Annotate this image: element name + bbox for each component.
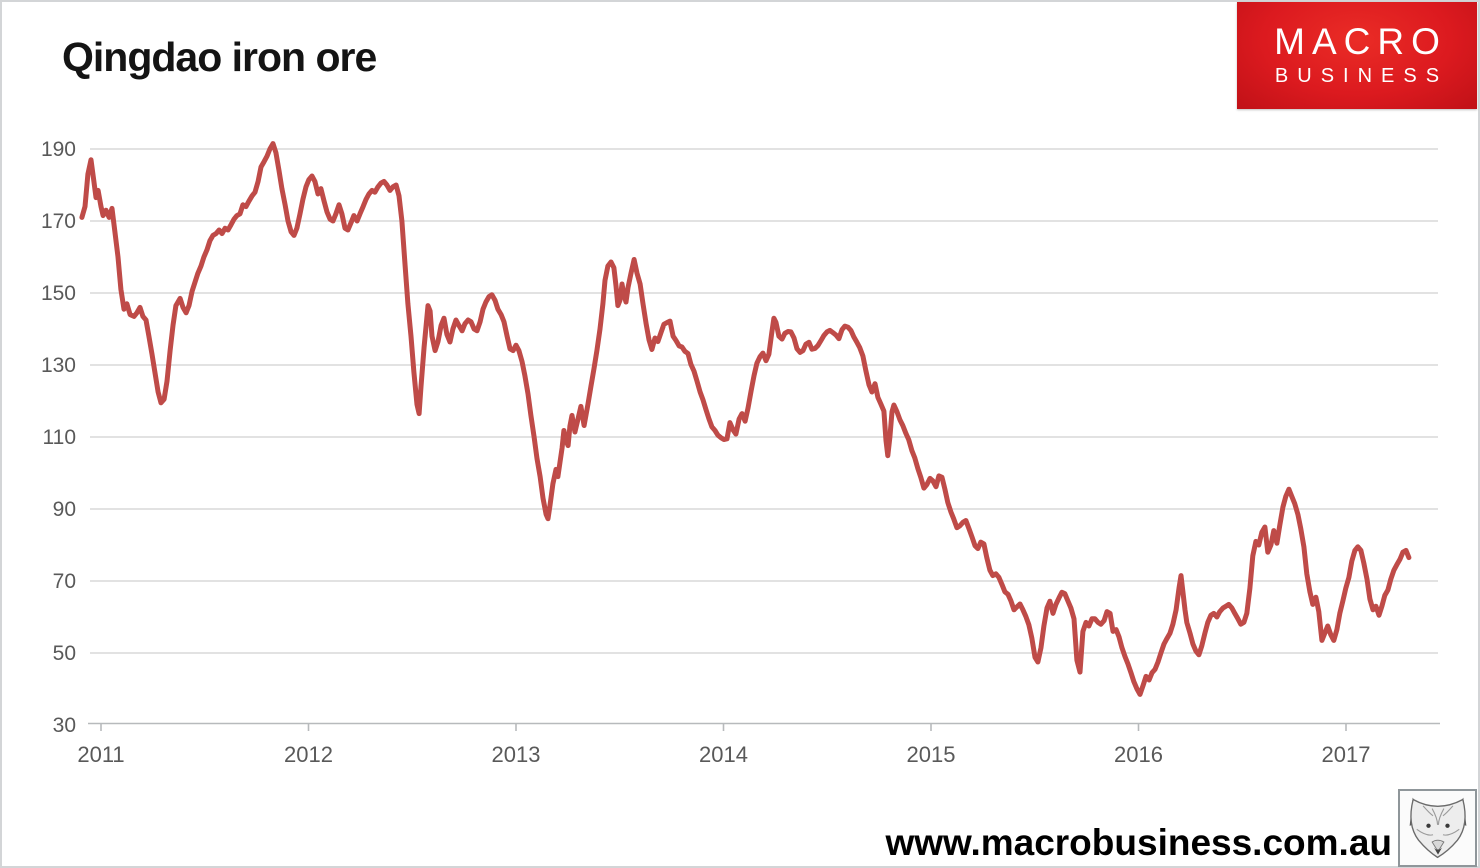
y-axis-label: 70 [53, 570, 76, 593]
x-axis-label: 2013 [492, 742, 541, 767]
y-axis-label: 190 [41, 138, 76, 161]
y-axis-label: 130 [41, 354, 76, 377]
y-axis-label: 150 [41, 282, 76, 305]
logo-text-business: BUSINESS [1274, 64, 1449, 87]
y-axis-label: 50 [53, 642, 76, 665]
fox-engraving-icon [1409, 797, 1466, 859]
y-axis-label: 30 [53, 714, 76, 737]
y-axis-label: 110 [43, 426, 76, 449]
x-axis-label: 2015 [907, 742, 956, 767]
x-axis-label: 2017 [1322, 742, 1371, 767]
website-url: www.macrobusiness.com.au [885, 822, 1392, 863]
price-series-line [79, 141, 1412, 697]
x-axis-label: 2014 [699, 742, 748, 767]
x-axis-label: 2011 [77, 742, 124, 767]
fox-logo [1398, 789, 1477, 867]
logo-text-macro: MACRO [1274, 21, 1447, 63]
y-axis-label: 90 [53, 498, 76, 521]
y-axis-label: 170 [41, 210, 76, 233]
macrobusiness-logo: MACRO BUSINESS [1237, 2, 1477, 109]
chart-title: Qingdao iron ore [62, 34, 377, 80]
x-axis-label: 2016 [1114, 742, 1163, 767]
x-axis-label: 2012 [284, 742, 333, 767]
